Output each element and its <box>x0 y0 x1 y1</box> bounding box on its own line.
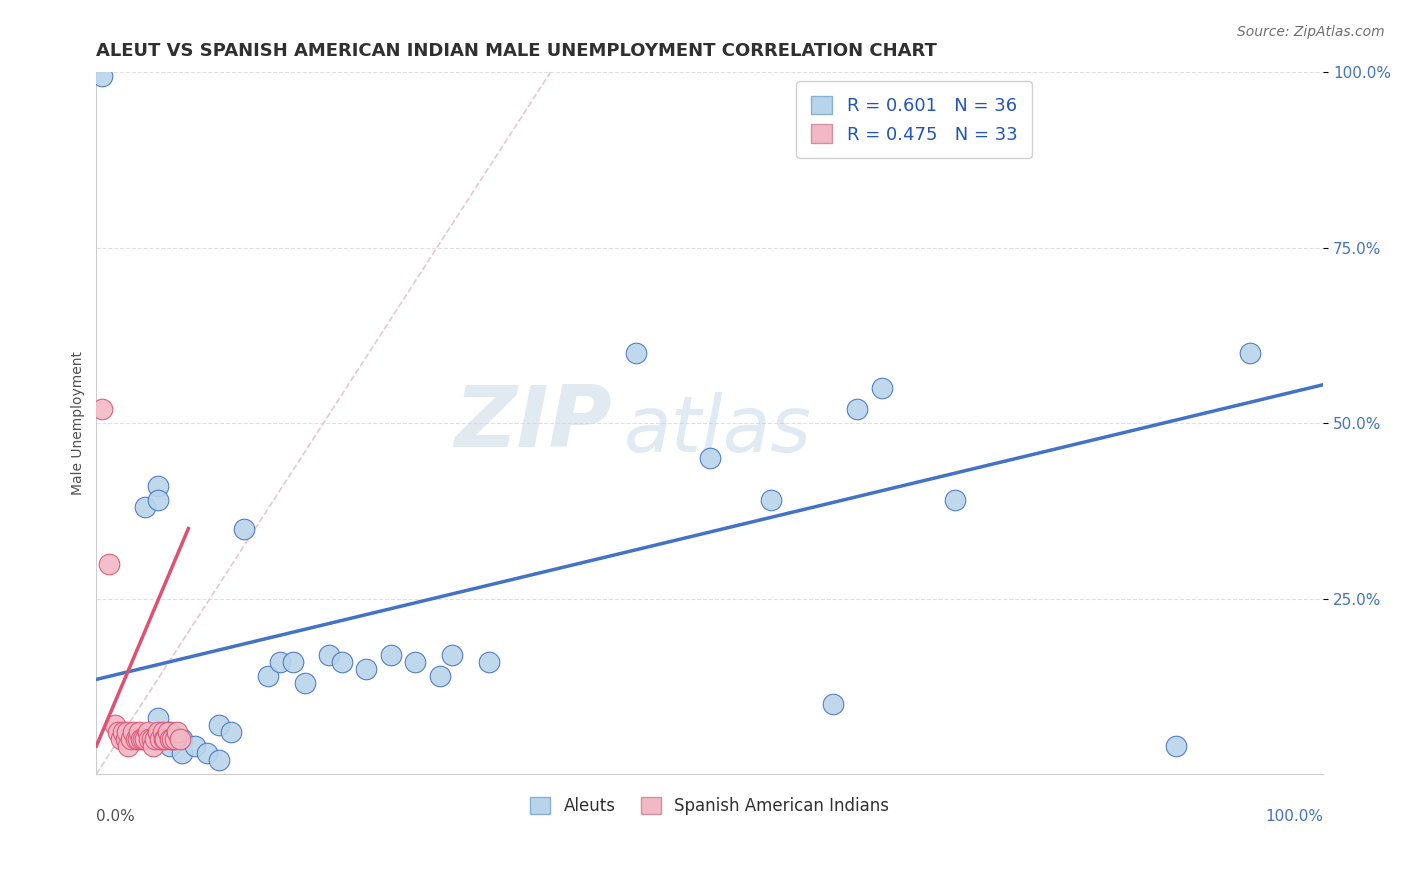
Point <box>138 732 160 747</box>
Point <box>281 655 304 669</box>
Legend: Aleuts, Spanish American Indians: Aleuts, Spanish American Indians <box>524 790 896 822</box>
Point <box>134 732 156 747</box>
Point <box>115 725 138 739</box>
Point <box>172 746 194 760</box>
Point <box>208 753 231 767</box>
Point <box>159 725 181 739</box>
Point <box>128 725 150 739</box>
Point <box>232 522 254 536</box>
Point <box>356 662 378 676</box>
Point <box>846 402 869 417</box>
Point <box>149 732 172 747</box>
Point <box>159 739 181 753</box>
Point <box>441 648 464 662</box>
Point <box>132 732 155 747</box>
Point <box>1239 346 1261 360</box>
Point <box>330 655 353 669</box>
Point <box>172 732 194 747</box>
Text: ALEUT VS SPANISH AMERICAN INDIAN MALE UNEMPLOYMENT CORRELATION CHART: ALEUT VS SPANISH AMERICAN INDIAN MALE UN… <box>97 42 938 60</box>
Point <box>429 669 451 683</box>
Point <box>91 69 114 83</box>
Point <box>153 732 176 747</box>
Point <box>166 725 188 739</box>
Point <box>870 381 893 395</box>
Point <box>257 669 280 683</box>
Point <box>129 732 152 747</box>
Point <box>120 732 142 747</box>
Point <box>821 697 844 711</box>
Text: 0.0%: 0.0% <box>97 809 135 824</box>
Point <box>943 493 966 508</box>
Point <box>127 732 149 747</box>
Point <box>104 718 127 732</box>
Point <box>318 648 340 662</box>
Text: ZIP: ZIP <box>454 382 612 465</box>
Point <box>91 402 114 417</box>
Point <box>156 725 179 739</box>
Point <box>1164 739 1187 753</box>
Point <box>169 732 191 747</box>
Point <box>110 732 132 747</box>
Point <box>146 725 169 739</box>
Point <box>136 725 159 739</box>
Text: 100.0%: 100.0% <box>1265 809 1323 824</box>
Point <box>124 732 146 747</box>
Y-axis label: Male Unemployment: Male Unemployment <box>72 351 86 495</box>
Point <box>183 739 205 753</box>
Text: Source: ZipAtlas.com: Source: ZipAtlas.com <box>1237 25 1385 39</box>
Point <box>195 746 218 760</box>
Point <box>146 479 169 493</box>
Point <box>294 676 316 690</box>
Point <box>759 493 782 508</box>
Point <box>134 500 156 515</box>
Text: atlas: atlas <box>624 392 811 468</box>
Point <box>146 493 169 508</box>
Point <box>699 451 721 466</box>
Point <box>624 346 647 360</box>
Point <box>269 655 291 669</box>
Point <box>142 739 165 753</box>
Point <box>97 557 120 571</box>
Point <box>114 732 136 747</box>
Point <box>143 732 166 747</box>
Point <box>478 655 501 669</box>
Point <box>146 711 169 725</box>
Point <box>221 725 243 739</box>
Point <box>153 732 176 747</box>
Point <box>152 725 174 739</box>
Point <box>380 648 402 662</box>
Point <box>117 739 139 753</box>
Point <box>162 732 184 747</box>
Point <box>141 732 163 747</box>
Point <box>107 725 129 739</box>
Point <box>404 655 426 669</box>
Point <box>208 718 231 732</box>
Point <box>159 732 181 747</box>
Point <box>122 725 145 739</box>
Point <box>112 725 135 739</box>
Point <box>163 732 186 747</box>
